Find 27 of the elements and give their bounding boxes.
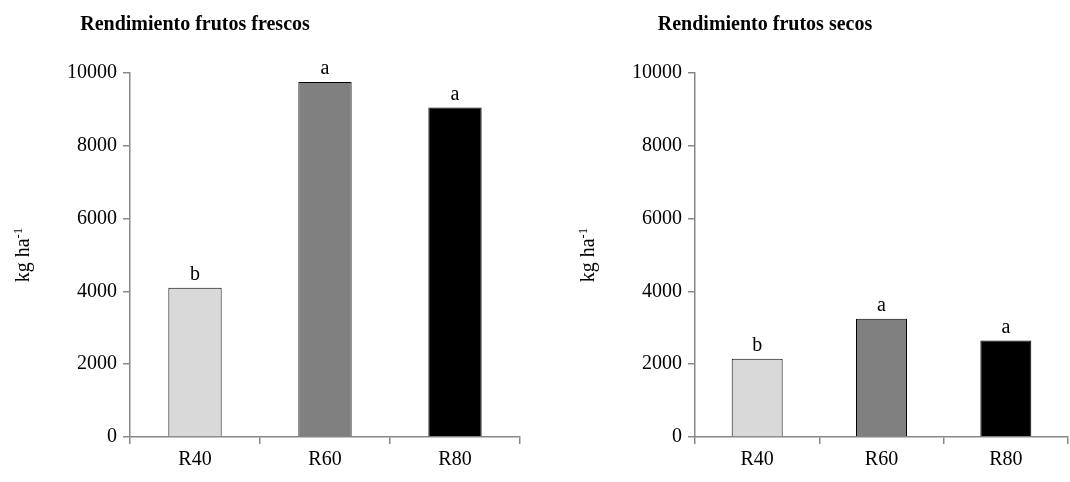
- y-tick-label: 10000: [632, 60, 682, 83]
- y-tick-label: 8000: [642, 133, 682, 156]
- y-tick-label: 2000: [642, 351, 682, 374]
- y-tick-label: 8000: [77, 133, 117, 156]
- x-tick-label: R80: [438, 447, 472, 470]
- annotation: a: [320, 56, 330, 79]
- x-tick-label: R40: [178, 447, 212, 470]
- y-tick-label: 10000: [67, 60, 117, 83]
- x-tick-label: R80: [989, 447, 1023, 470]
- y-tick-label: 4000: [77, 278, 117, 301]
- x-tick-label: R60: [308, 447, 342, 470]
- y-tick-label: 2000: [77, 351, 117, 374]
- chart-title: Rendimiento frutos frescos: [79, 12, 311, 35]
- chart-title: Rendimiento frutos secos: [656, 12, 874, 35]
- y-tick-label: 4000: [642, 278, 682, 301]
- annotation: a: [877, 292, 887, 315]
- annotation: a: [450, 81, 460, 104]
- y-tick-label: 6000: [77, 205, 117, 228]
- x-tick-label: R40: [740, 447, 774, 470]
- y-tick-label: 0: [672, 424, 682, 447]
- bar: [428, 107, 482, 437]
- annotation: a: [1001, 314, 1011, 337]
- x-tick-label: R60: [864, 447, 899, 470]
- y-tick-label: 6000: [642, 205, 682, 228]
- annotation: b: [752, 332, 763, 355]
- annotation: b: [190, 262, 200, 285]
- y-tick-label: 0: [107, 424, 117, 447]
